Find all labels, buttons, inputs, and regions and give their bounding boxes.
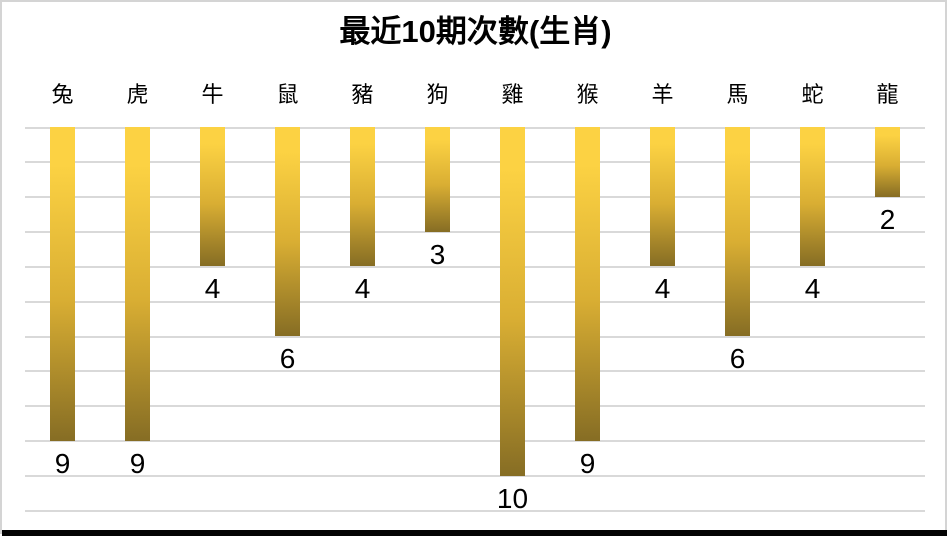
value-label: 6 bbox=[279, 343, 296, 374]
bar-column: 9 bbox=[100, 127, 175, 478]
bar bbox=[725, 127, 750, 336]
value-label: 10 bbox=[496, 483, 529, 514]
bar bbox=[425, 127, 450, 232]
gridline bbox=[25, 161, 925, 163]
bar-column: 3 bbox=[400, 127, 475, 269]
gridline bbox=[25, 301, 925, 303]
category-label: 雞 bbox=[501, 82, 524, 107]
value-label: 4 bbox=[654, 273, 671, 304]
bar-column: 2 bbox=[850, 127, 925, 234]
bar bbox=[50, 127, 75, 441]
category-label: 龍 bbox=[876, 82, 899, 107]
bar bbox=[125, 127, 150, 441]
bar bbox=[875, 127, 900, 197]
chart-title: 最近10期次數(生肖) bbox=[339, 14, 612, 49]
value-label: 9 bbox=[129, 448, 146, 479]
gridline bbox=[25, 475, 925, 477]
category-label: 狗 bbox=[426, 82, 449, 107]
value-label: 9 bbox=[54, 448, 71, 479]
value-label: 9 bbox=[579, 448, 596, 479]
value-label: 4 bbox=[204, 273, 221, 304]
gridline bbox=[25, 336, 925, 338]
value-label: 2 bbox=[879, 204, 896, 235]
gridline bbox=[25, 266, 925, 268]
category-label-row: 兔虎牛鼠豬狗雞猴羊馬蛇龍 bbox=[25, 82, 925, 109]
gridline bbox=[25, 370, 925, 372]
gridline bbox=[25, 127, 925, 129]
bar-column: 4 bbox=[325, 127, 400, 303]
value-label: 6 bbox=[729, 343, 746, 374]
bar-column: 6 bbox=[700, 127, 775, 373]
bottom-black-strip bbox=[2, 530, 947, 536]
gridline bbox=[25, 405, 925, 407]
category-label: 豬 bbox=[351, 82, 374, 107]
bar bbox=[350, 127, 375, 266]
category-label: 兔 bbox=[51, 82, 74, 107]
category-label: 蛇 bbox=[801, 82, 824, 107]
gridline bbox=[25, 196, 925, 198]
bar bbox=[500, 127, 525, 476]
category-label: 馬 bbox=[726, 82, 749, 107]
bar bbox=[800, 127, 825, 266]
bar-column: 4 bbox=[775, 127, 850, 303]
value-label: 4 bbox=[354, 273, 371, 304]
bar bbox=[650, 127, 675, 266]
value-label: 4 bbox=[804, 273, 821, 304]
gridline bbox=[25, 231, 925, 233]
bar-column: 4 bbox=[625, 127, 700, 303]
gridline bbox=[25, 440, 925, 442]
bar-column: 9 bbox=[550, 127, 625, 478]
category-label: 猴 bbox=[576, 82, 599, 107]
category-label: 羊 bbox=[651, 82, 674, 107]
bar-column: 10 bbox=[475, 127, 550, 513]
gridline bbox=[25, 510, 925, 512]
category-label: 虎 bbox=[126, 82, 149, 107]
bar-column: 4 bbox=[175, 127, 250, 303]
bar bbox=[200, 127, 225, 266]
bar-column: 9 bbox=[25, 127, 100, 478]
value-label: 3 bbox=[429, 239, 446, 270]
bar bbox=[275, 127, 300, 336]
category-label: 鼠 bbox=[276, 82, 299, 107]
category-label: 牛 bbox=[201, 82, 224, 107]
bar-column: 6 bbox=[250, 127, 325, 373]
bar bbox=[575, 127, 600, 441]
